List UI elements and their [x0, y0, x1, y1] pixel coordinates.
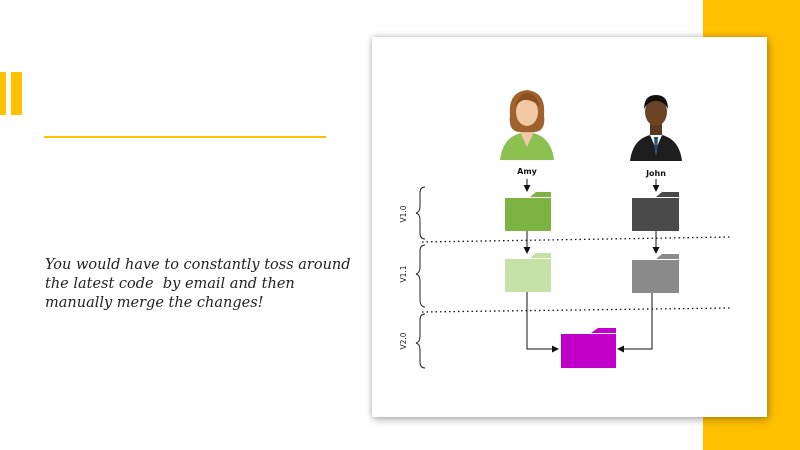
- man-avatar-icon: [630, 95, 682, 161]
- woman-avatar-icon: [500, 90, 554, 160]
- version-brace: [415, 313, 426, 369]
- version-label: V2.0: [399, 332, 408, 349]
- accent-mark-bar: [0, 72, 6, 115]
- folder-icon: [561, 328, 616, 368]
- body-line: You would have to constantly toss around: [45, 257, 351, 273]
- arrow: [617, 293, 653, 353]
- folder-icon: [505, 253, 551, 292]
- accent-mark-left: [0, 72, 22, 115]
- version-brace: [415, 186, 426, 240]
- body-line: the latest code by email and then: [45, 276, 295, 292]
- person-label-john: John: [645, 169, 666, 178]
- person-label-amy: Amy: [517, 167, 538, 176]
- accent-mark-bar: [11, 72, 22, 115]
- folder-icon: [632, 254, 679, 293]
- folder-icon: [505, 192, 551, 231]
- diagram-card: Amy John V1.0 V1.1 V2.0: [372, 37, 767, 417]
- body-text: You would have to constantly toss around…: [45, 256, 351, 313]
- body-line: manually merge the changes!: [45, 295, 264, 311]
- title-underline: [44, 136, 326, 138]
- version-brace: [415, 244, 426, 308]
- version-label: V1.0: [399, 205, 408, 222]
- arrow: [526, 292, 559, 353]
- folder-icon: [632, 192, 679, 231]
- version-separator: [421, 307, 731, 313]
- version-diagram: Amy John V1.0 V1.1 V2.0: [399, 90, 731, 369]
- version-separator: [421, 236, 731, 243]
- version-label: V1.1: [399, 265, 408, 282]
